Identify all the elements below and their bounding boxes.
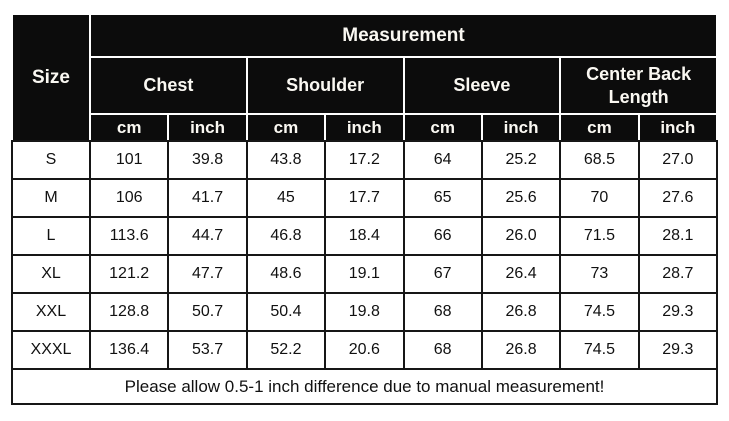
table-cell: 70 — [559, 178, 640, 218]
table-cell: 27.0 — [637, 140, 719, 180]
table-cell: 27.6 — [637, 178, 719, 218]
table-cell: 28.7 — [637, 254, 719, 294]
unit-header-row: cm inch cm inch cm inch cm inch — [12, 113, 719, 142]
table-cell: 50.4 — [245, 292, 327, 332]
table-cell: 73 — [559, 254, 640, 294]
table-cell: 64 — [402, 140, 483, 180]
table-cell: 39.8 — [167, 140, 248, 180]
group-header-center-back-length: Center Back Length — [559, 56, 718, 115]
table-cell: 19.1 — [324, 254, 405, 294]
table-cell: 65 — [402, 178, 483, 218]
table-cell: 74.5 — [559, 292, 640, 332]
group-header-shoulder: Shoulder — [245, 56, 405, 115]
table-cell: 68 — [402, 330, 483, 370]
unit-header-cbl-inch: inch — [637, 113, 719, 142]
table-cell: 47.7 — [167, 254, 248, 294]
table-cell: 52.2 — [245, 330, 327, 370]
table-cell: 29.3 — [637, 292, 719, 332]
table-cell: 106 — [88, 178, 170, 218]
size-corner-header: Size — [11, 13, 91, 142]
measurement-header-row: Size Measurement — [11, 13, 718, 142]
table-cell: 19.8 — [324, 292, 405, 332]
table-row-xxl: XXL 128.8 50.7 50.4 19.8 68 26.8 74.5 29… — [11, 292, 719, 332]
table-row-xxxl: XXXL 136.4 53.7 52.2 20.6 68 26.8 74.5 2… — [11, 330, 719, 370]
table-cell: 44.7 — [167, 216, 248, 256]
unit-header-shoulder-cm: cm — [245, 113, 327, 142]
table-cell: 26.4 — [480, 254, 562, 294]
unit-header-shoulder-inch: inch — [324, 113, 405, 142]
size-cell: XXXL — [11, 330, 91, 370]
table-cell: 113.6 — [88, 216, 170, 256]
unit-header-chest-cm: cm — [88, 113, 170, 142]
table-row-m: M 106 41.7 45 17.7 65 25.6 70 27.6 — [11, 178, 719, 218]
unit-header-sleeve-cm: cm — [402, 113, 483, 142]
table-cell: 121.2 — [88, 254, 170, 294]
table-cell: 25.2 — [480, 140, 562, 180]
size-cell: XXL — [11, 292, 91, 332]
footer-row: Please allow 0.5-1 inch difference due t… — [11, 368, 718, 405]
table-cell: 74.5 — [559, 330, 640, 370]
table-cell: 26.0 — [480, 216, 562, 256]
table-cell: 136.4 — [88, 330, 170, 370]
unit-header-cbl-cm: cm — [559, 113, 640, 142]
table-cell: 25.6 — [480, 178, 562, 218]
size-cell: XL — [11, 254, 91, 294]
table-cell: 45 — [245, 178, 327, 218]
table-cell: 67 — [402, 254, 483, 294]
size-cell: S — [11, 140, 91, 180]
measurement-header: Measurement — [89, 13, 718, 58]
table-cell: 128.8 — [88, 292, 170, 332]
table-row-xl: XL 121.2 47.7 48.6 19.1 67 26.4 73 28.7 — [11, 254, 719, 294]
table-cell: 26.8 — [480, 292, 562, 332]
table-cell: 50.7 — [167, 292, 248, 332]
table-cell: 48.6 — [245, 254, 327, 294]
unit-header-sleeve-inch: inch — [480, 113, 562, 142]
table-cell: 20.6 — [324, 330, 405, 370]
table-row-s: S 101 39.8 43.8 17.2 64 25.2 68.5 27.0 — [11, 140, 719, 180]
size-cell: L — [11, 216, 91, 256]
size-chart-table: Size Measurement Chest Shoulder Sleeve C… — [11, 13, 719, 405]
table-cell: 18.4 — [324, 216, 405, 256]
size-cell: M — [11, 178, 91, 218]
group-header-chest: Chest — [89, 56, 248, 115]
table-row-l: L 113.6 44.7 46.8 18.4 66 26.0 71.5 28.1 — [11, 216, 719, 256]
table-cell: 71.5 — [559, 216, 640, 256]
table-cell: 17.7 — [324, 178, 405, 218]
table-cell: 68 — [402, 292, 483, 332]
table-cell: 29.3 — [637, 330, 719, 370]
table-cell: 53.7 — [167, 330, 248, 370]
table-cell: 26.8 — [480, 330, 562, 370]
table-cell: 41.7 — [167, 178, 248, 218]
group-header-sleeve: Sleeve — [402, 56, 562, 115]
group-header-row: Chest Shoulder Sleeve Center Back Length — [12, 56, 718, 115]
table-cell: 66 — [402, 216, 483, 256]
table-cell: 101 — [88, 140, 170, 180]
table-cell: 28.1 — [637, 216, 719, 256]
unit-header-chest-inch: inch — [167, 113, 248, 142]
table-cell: 46.8 — [245, 216, 327, 256]
table-cell: 68.5 — [559, 140, 640, 180]
table-cell: 43.8 — [245, 140, 327, 180]
measurement-disclaimer-note: Please allow 0.5-1 inch difference due t… — [11, 368, 718, 405]
table-cell: 17.2 — [324, 140, 405, 180]
